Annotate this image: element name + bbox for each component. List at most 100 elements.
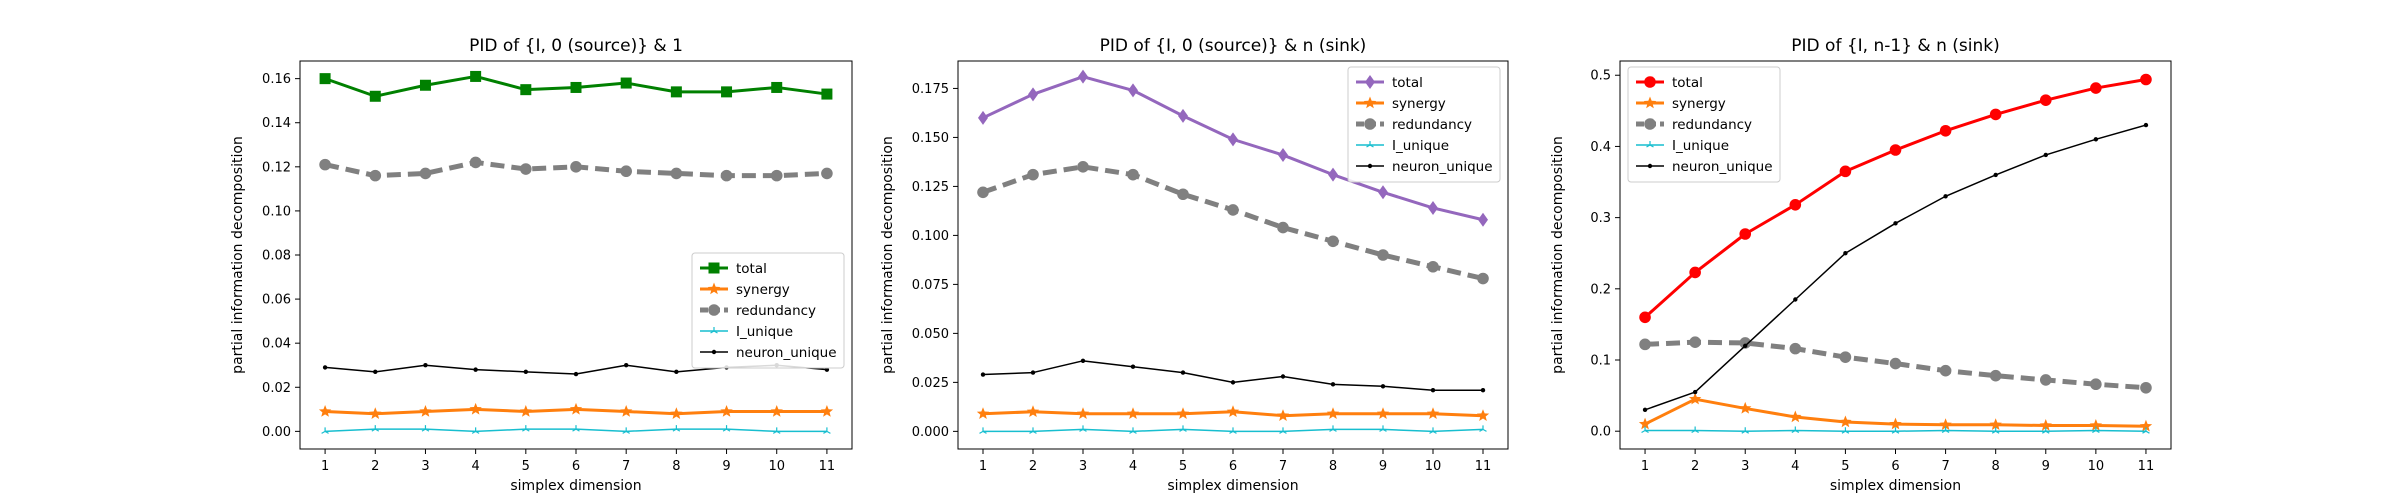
series-redundancy xyxy=(1639,336,2152,394)
data-point xyxy=(1691,426,1699,434)
x-tick-label: 10 xyxy=(2088,459,2105,474)
legend: total synergy redundancy I_unique neuron_uni… xyxy=(1347,66,1501,183)
data-point xyxy=(1692,389,1698,395)
data-point xyxy=(620,77,632,89)
data-point xyxy=(670,407,683,419)
x-axis-label: simplex dimension xyxy=(1830,478,1961,494)
data-point xyxy=(1127,168,1139,181)
data-point xyxy=(2039,374,2052,386)
data-point xyxy=(473,367,478,372)
x-tick-label: 3 xyxy=(1741,459,1749,474)
data-point xyxy=(821,88,833,100)
data-point xyxy=(1227,204,1239,216)
series-redundancy xyxy=(319,156,833,182)
legend-label: synergy xyxy=(1392,96,1446,112)
data-point xyxy=(1177,188,1189,201)
data-point xyxy=(1027,168,1039,181)
data-point xyxy=(1379,425,1387,432)
data-point xyxy=(1327,235,1339,248)
data-point xyxy=(322,365,328,370)
y-tick-label: 0.100 xyxy=(912,229,949,244)
chart-panel-total-source-1: PID of {I, 0 (source)} & 1 1 2 3 4 5 6 7 8 9 10 11 0… xyxy=(230,36,853,494)
data-point xyxy=(1477,272,1489,285)
legend-marker xyxy=(1364,118,1376,130)
data-point xyxy=(1030,370,1036,375)
x-tick-label: 11 xyxy=(819,459,836,474)
data-point xyxy=(570,161,582,173)
data-point xyxy=(1743,343,1748,348)
data-point xyxy=(522,425,530,432)
data-point xyxy=(2043,152,2048,158)
data-point xyxy=(1889,417,1902,430)
x-tick-label: 9 xyxy=(2042,459,2050,474)
y-tick-label: 0.14 xyxy=(262,116,291,131)
legend-label: neuron_unique xyxy=(736,345,837,361)
y-tick-label: 0.16 xyxy=(262,72,291,87)
data-point xyxy=(771,81,783,93)
data-point xyxy=(1642,407,1648,413)
data-point xyxy=(519,405,532,417)
series-synergy xyxy=(1638,392,2153,432)
data-point xyxy=(1076,407,1090,419)
data-point xyxy=(1843,251,1848,256)
data-point xyxy=(620,165,632,178)
data-point xyxy=(1689,266,1701,279)
data-point xyxy=(2039,419,2052,431)
series-total xyxy=(978,69,1488,227)
y-tick-label: 0.175 xyxy=(912,82,949,97)
x-tick-label: 1 xyxy=(321,459,329,474)
data-point xyxy=(1080,358,1086,364)
data-point xyxy=(2140,381,2152,394)
legend-marker xyxy=(1646,141,1654,148)
y-tick-label: 0.12 xyxy=(262,160,291,175)
x-tick-label: 10 xyxy=(1425,459,1442,474)
legend-label: redundancy xyxy=(736,303,816,319)
data-point xyxy=(1639,311,1651,324)
data-point xyxy=(1079,425,1087,432)
data-point xyxy=(1326,407,1340,419)
legend-label: redundancy xyxy=(1672,117,1752,133)
chart-title: PID of {I, 0 (source)} & n (sink) xyxy=(1100,36,1367,56)
data-point xyxy=(1279,427,1287,434)
x-tick-label: 10 xyxy=(768,459,785,474)
x-tick-label: 2 xyxy=(371,459,379,474)
data-point xyxy=(721,86,733,98)
legend-marker xyxy=(1647,163,1653,169)
data-point xyxy=(1739,401,1752,414)
data-point xyxy=(1179,425,1187,432)
x-tick-label: 11 xyxy=(1475,459,1492,474)
data-point xyxy=(1026,405,1040,418)
plot-frame xyxy=(957,60,1509,450)
data-point xyxy=(569,402,583,415)
data-point xyxy=(1741,427,1750,434)
data-point xyxy=(1939,364,1952,377)
y-tick-label: 0.5 xyxy=(1590,69,1611,84)
y-axis-label: partial information decomposition xyxy=(880,136,896,374)
series-i-unique xyxy=(321,425,831,434)
data-point xyxy=(720,169,733,182)
data-point xyxy=(369,169,382,182)
data-point xyxy=(1989,369,2002,382)
data-point xyxy=(1427,260,1439,273)
data-point xyxy=(1328,167,1338,182)
data-point xyxy=(1478,212,1488,227)
data-point xyxy=(573,371,579,377)
x-tick-label: 6 xyxy=(1891,459,1899,474)
data-point xyxy=(471,427,480,434)
data-point xyxy=(824,367,830,372)
data-point xyxy=(1228,132,1238,147)
data-point xyxy=(1989,418,2002,431)
data-point xyxy=(1376,407,1390,419)
x-tick-label: 1 xyxy=(979,459,987,474)
data-point xyxy=(1176,407,1190,419)
data-point xyxy=(1891,427,1900,434)
data-point xyxy=(1739,337,1752,349)
series-neuron-unique xyxy=(1642,122,2149,413)
legend-marker xyxy=(711,349,717,355)
x-tick-label: 7 xyxy=(1279,459,1287,474)
legend-label: I_unique xyxy=(1672,138,1729,154)
legend-marker xyxy=(708,262,720,274)
data-point xyxy=(2139,419,2153,432)
series-synergy xyxy=(976,405,1490,421)
